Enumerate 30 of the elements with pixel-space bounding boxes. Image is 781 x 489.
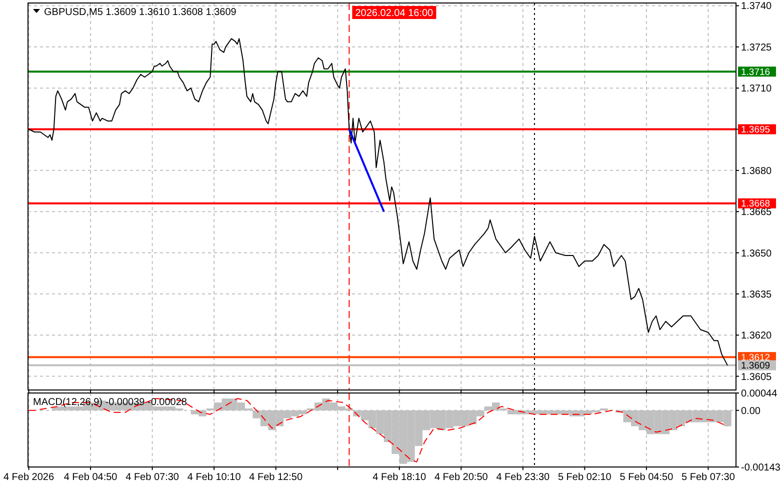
- ref-line-label: 1.3612: [741, 352, 770, 364]
- x-tick-label: 4 Feb 10:10: [187, 472, 242, 483]
- y-tick-label: 1.3605: [741, 372, 772, 383]
- x-tick-label: 5 Feb 04:50: [620, 472, 674, 483]
- y-tick-label: -0.00143: [741, 462, 781, 474]
- y-tick-label: 1.3680: [741, 166, 772, 177]
- ref-line-label: 2026.02.04 16:00: [355, 8, 434, 19]
- y-tick-label: 1.3665: [741, 207, 772, 218]
- x-tick-label: 4 Feb 2026: [3, 472, 54, 483]
- y-tick-label: 1.3710: [741, 84, 772, 95]
- y-tick-label: 1.3620: [741, 330, 772, 342]
- x-tick-label: 5 Feb 02:10: [558, 472, 612, 483]
- x-tick-label: 4 Feb 12:50: [249, 472, 303, 483]
- x-tick-label: 4 Feb 18:10: [372, 472, 426, 483]
- ref-line-label: 1.3695: [741, 124, 770, 136]
- y-tick-label: 1.3650: [741, 248, 772, 260]
- x-tick-label: 5 Feb 07:30: [682, 472, 736, 483]
- chart-title: MACD(12,26,9) -0.00039 -0.00028: [33, 397, 188, 408]
- y-tick-label: 1.3725: [741, 42, 772, 54]
- x-tick-label: 4 Feb 07:30: [126, 472, 180, 483]
- chart-title: GBPUSD,M5 1.3609 1.3610 1.3608 1.3609: [44, 7, 237, 18]
- y-tick-label: 1.3740: [741, 1, 772, 12]
- ref-line-label: 1.3716: [741, 66, 770, 78]
- y-tick-label: 1.3635: [741, 289, 772, 300]
- x-tick-label: 4 Feb 20:50: [434, 472, 488, 483]
- x-tick-label: 4 Feb 04:50: [64, 472, 118, 483]
- x-tick-label: 4 Feb 23:30: [496, 472, 550, 483]
- y-tick-label: 0.00044: [741, 388, 778, 400]
- y-tick-label: 0.00: [741, 406, 761, 417]
- ref-line-label: 1.3609: [741, 360, 770, 372]
